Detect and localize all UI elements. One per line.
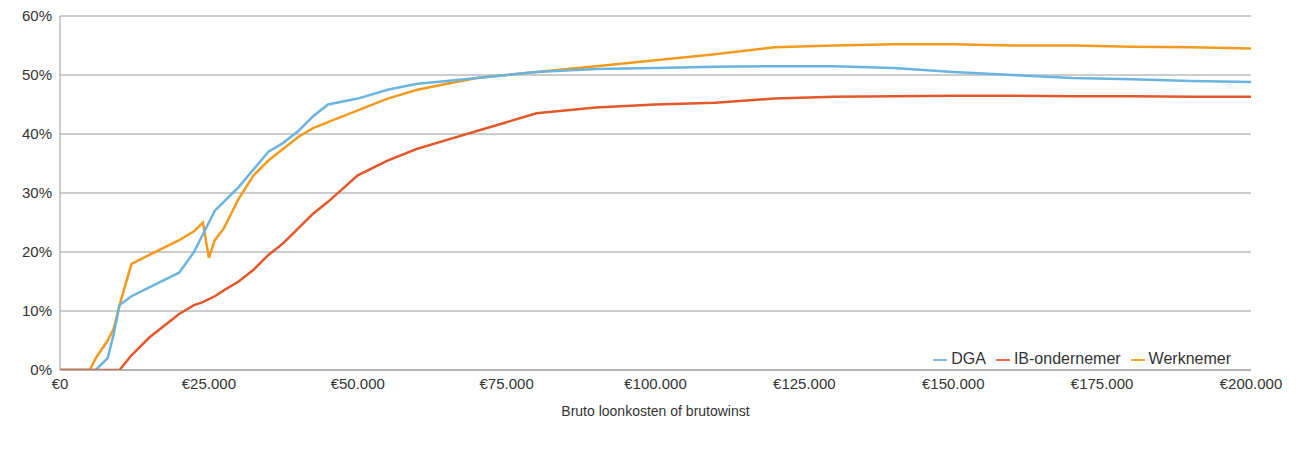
html-text:IB-ondernemer: IB-ondernemer (1013, 350, 1121, 367)
svg-text:€200.000: €200.000 (1220, 375, 1283, 392)
svg-text:60%: 60% (22, 8, 52, 24)
svg-text:10%: 10% (22, 302, 52, 319)
svg-text:40%: 40% (22, 125, 52, 142)
svg-text:30%: 30% (22, 184, 52, 201)
html-text:Werknemer: Werknemer (1148, 350, 1231, 367)
svg-text:€100.000: €100.000 (624, 375, 687, 392)
html-text:DGA: DGA (951, 350, 986, 367)
svg-text:€50.000: €50.000 (331, 375, 385, 392)
svg-text:€75.000: €75.000 (480, 375, 534, 392)
svg-text:€0: €0 (52, 375, 69, 392)
svg-text:€175.000: €175.000 (1071, 375, 1134, 392)
svg-text:20%: 20% (22, 243, 52, 260)
svg-text:€25.000: €25.000 (182, 375, 236, 392)
svg-text:€150.000: €150.000 (922, 375, 985, 392)
svg-text:€125.000: €125.000 (773, 375, 836, 392)
svg-text:Bruto loonkosten of brutowinst: Bruto loonkosten of brutowinst (561, 403, 749, 419)
svg-text:0%: 0% (30, 361, 52, 378)
svg-text:50%: 50% (22, 66, 52, 83)
